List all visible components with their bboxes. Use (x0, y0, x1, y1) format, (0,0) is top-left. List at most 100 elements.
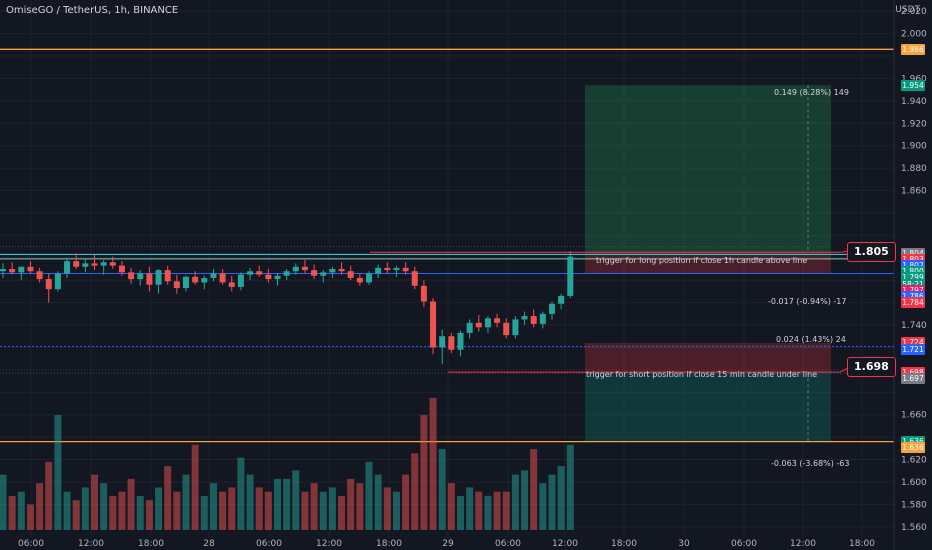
candle-body[interactable] (201, 277, 208, 283)
volume-bar (420, 415, 428, 530)
candle-body[interactable] (27, 266, 34, 272)
candle-body[interactable] (18, 266, 25, 273)
candle-body[interactable] (338, 269, 345, 272)
candle-body[interactable] (91, 263, 98, 266)
candle-body[interactable] (155, 270, 162, 285)
time-tick-label: 30 (678, 539, 690, 549)
price-tag: 1.698 (901, 366, 925, 378)
candle-body[interactable] (329, 269, 336, 273)
time-tick-label: 06:00 (18, 539, 44, 549)
volume-bar (54, 415, 62, 530)
candle-body[interactable] (301, 266, 308, 271)
candle-body[interactable] (558, 295, 565, 304)
candle-body[interactable] (283, 271, 290, 276)
candle-body[interactable] (146, 273, 153, 285)
volume-bar (530, 449, 538, 530)
time-tick-label: 12:00 (552, 539, 578, 549)
candle-body[interactable] (164, 270, 171, 282)
candle-body[interactable] (183, 276, 189, 289)
volume-bar (484, 495, 492, 530)
candle-body[interactable] (366, 273, 372, 283)
candle-body[interactable] (219, 273, 226, 283)
candle-body[interactable] (384, 267, 391, 271)
price-tag: 1.804 (901, 247, 925, 259)
candle-body[interactable] (265, 274, 272, 280)
candle-body[interactable] (475, 322, 482, 328)
long-stop-stat: -0.017 (-0.94%) -17 (768, 297, 847, 306)
candle-body[interactable] (192, 276, 199, 283)
volume-bar (429, 398, 437, 530)
candle-body[interactable] (411, 271, 418, 286)
candle-body[interactable] (9, 269, 16, 273)
candle-body[interactable] (237, 274, 244, 287)
candle-body[interactable] (402, 267, 409, 272)
volume-bar (374, 474, 382, 530)
short-trigger-callout[interactable]: 1.698 (847, 357, 896, 377)
candle-body[interactable] (118, 265, 125, 273)
candle-body[interactable] (420, 285, 427, 302)
candle-body[interactable] (503, 322, 510, 336)
candle-body[interactable] (137, 273, 144, 280)
candle-body[interactable] (210, 273, 217, 278)
volume-bar (91, 474, 98, 530)
candle-body[interactable] (539, 313, 546, 324)
candle-body[interactable] (347, 271, 354, 278)
candle-body[interactable] (393, 267, 400, 271)
candle-body[interactable] (73, 261, 80, 267)
volume-bar (109, 495, 117, 530)
candle-body[interactable] (311, 270, 318, 276)
price-tick-label: 1.880 (901, 164, 927, 174)
volume-bar (365, 461, 373, 530)
price-tick-label: 1.940 (901, 97, 927, 107)
candle-body[interactable] (54, 273, 61, 290)
volume-bar (319, 491, 327, 530)
candle-body[interactable] (484, 318, 491, 328)
time-tick-label: 12:00 (78, 539, 104, 549)
candle-body[interactable] (0, 269, 6, 272)
long-trigger-callout[interactable]: 1.805 (847, 242, 896, 262)
time-tick-label: 06:00 (731, 539, 757, 549)
candle-body[interactable] (549, 303, 555, 314)
price-tag: 1.636 (901, 442, 925, 454)
candle-body[interactable] (512, 319, 519, 336)
candle-body[interactable] (320, 272, 327, 276)
candle-body[interactable] (448, 336, 455, 350)
volume-bar (145, 500, 153, 530)
candle-body[interactable] (430, 301, 437, 348)
candle-body[interactable] (292, 266, 299, 272)
candle-body[interactable] (247, 271, 254, 275)
candle-body[interactable] (228, 282, 235, 287)
time-tick-label: 18:00 (138, 539, 164, 549)
candle-body[interactable] (356, 277, 363, 283)
candle-body[interactable] (494, 318, 501, 323)
candle-body[interactable] (82, 263, 89, 267)
candle-body[interactable] (466, 322, 473, 333)
candle-body[interactable] (567, 256, 574, 296)
price-tick-label: 1.900 (901, 142, 927, 152)
time-tick-label: 28 (203, 539, 215, 549)
candle-body[interactable] (128, 272, 135, 280)
candle-body[interactable] (439, 336, 446, 348)
volume-bar (209, 483, 217, 530)
candle-body[interactable] (457, 332, 464, 350)
time-tick-label: 29 (442, 539, 454, 549)
candle-body[interactable] (256, 271, 263, 275)
price-tag: 1.954 (901, 79, 925, 91)
candle-body[interactable] (109, 262, 116, 266)
candle-body[interactable] (173, 281, 180, 289)
volume-bar (0, 474, 7, 530)
candle-body[interactable] (64, 261, 71, 274)
symbol-title[interactable]: OmiseGO / TetherUS, 1h, BINANCE (6, 5, 179, 16)
candle-body[interactable] (521, 316, 528, 320)
candle-body[interactable] (100, 262, 107, 266)
candle-body[interactable] (530, 316, 537, 324)
candle-body[interactable] (274, 275, 281, 280)
candle-body[interactable] (375, 267, 382, 274)
volume-bar (136, 495, 144, 530)
price-tick-label: 1.740 (901, 321, 927, 331)
price-tick-label: 1.920 (901, 119, 927, 129)
candle-body[interactable] (45, 279, 52, 290)
candle-body[interactable] (36, 271, 43, 280)
